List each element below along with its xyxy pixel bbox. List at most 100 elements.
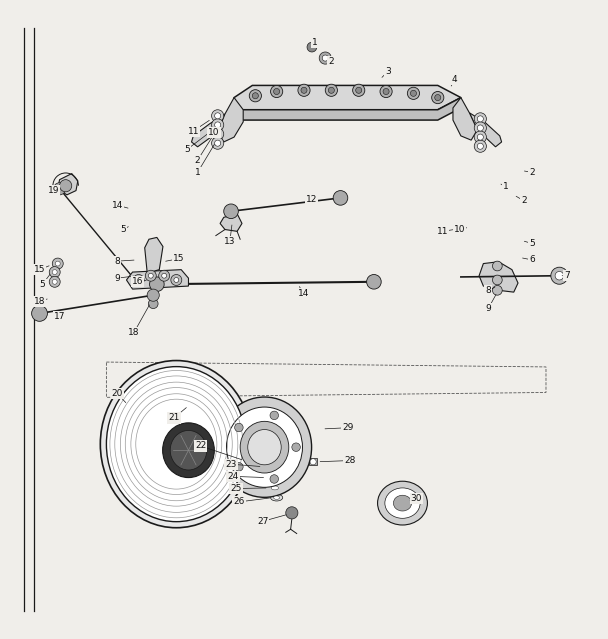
Text: 10: 10 <box>209 128 219 137</box>
Circle shape <box>54 183 66 195</box>
Text: 16: 16 <box>132 277 143 286</box>
Polygon shape <box>145 238 163 272</box>
Ellipse shape <box>393 495 412 511</box>
Polygon shape <box>479 262 518 292</box>
Circle shape <box>555 272 564 280</box>
Ellipse shape <box>240 421 289 473</box>
Text: 19: 19 <box>48 186 59 195</box>
Circle shape <box>322 55 328 61</box>
Circle shape <box>367 275 381 289</box>
Ellipse shape <box>378 481 427 525</box>
Ellipse shape <box>243 457 258 464</box>
Text: 10: 10 <box>454 225 465 234</box>
Text: 26: 26 <box>233 497 244 506</box>
Circle shape <box>270 411 278 420</box>
Circle shape <box>477 116 483 122</box>
Text: 30: 30 <box>411 495 422 504</box>
Circle shape <box>32 305 47 321</box>
Ellipse shape <box>385 488 420 518</box>
Text: 6: 6 <box>529 256 535 265</box>
Text: 12: 12 <box>306 195 317 204</box>
Text: 15: 15 <box>173 254 184 263</box>
Ellipse shape <box>264 464 274 470</box>
Circle shape <box>60 180 72 192</box>
Circle shape <box>474 140 486 152</box>
Text: 11: 11 <box>188 127 199 135</box>
Circle shape <box>328 88 334 93</box>
Text: 1: 1 <box>312 38 318 47</box>
Text: 24: 24 <box>227 472 238 481</box>
Ellipse shape <box>271 495 283 501</box>
Polygon shape <box>126 270 188 289</box>
Ellipse shape <box>218 397 311 497</box>
Text: 4: 4 <box>452 75 458 84</box>
Circle shape <box>212 137 224 150</box>
Text: 3: 3 <box>385 67 391 76</box>
Circle shape <box>212 110 224 122</box>
Circle shape <box>492 286 502 295</box>
Polygon shape <box>309 458 317 465</box>
Circle shape <box>133 275 144 286</box>
Circle shape <box>477 134 483 140</box>
Circle shape <box>49 266 60 277</box>
Text: 5: 5 <box>40 280 46 289</box>
Circle shape <box>145 270 156 281</box>
Circle shape <box>492 275 502 285</box>
Circle shape <box>235 463 243 471</box>
Polygon shape <box>58 174 78 195</box>
Text: 2: 2 <box>328 57 334 66</box>
Circle shape <box>407 88 420 100</box>
Text: 8: 8 <box>114 257 120 266</box>
Ellipse shape <box>100 360 252 528</box>
Circle shape <box>171 275 182 286</box>
Circle shape <box>159 270 170 281</box>
Circle shape <box>286 507 298 519</box>
Text: 1: 1 <box>503 183 509 192</box>
Ellipse shape <box>170 431 207 470</box>
Circle shape <box>432 91 444 104</box>
Text: 11: 11 <box>437 227 448 236</box>
Circle shape <box>224 204 238 219</box>
Circle shape <box>136 277 141 282</box>
Ellipse shape <box>226 407 303 488</box>
Circle shape <box>333 190 348 205</box>
Text: 2: 2 <box>521 196 527 206</box>
Circle shape <box>252 93 258 99</box>
Text: 8: 8 <box>485 286 491 295</box>
Text: 7: 7 <box>564 271 570 281</box>
Polygon shape <box>469 112 502 147</box>
Polygon shape <box>234 98 461 120</box>
Circle shape <box>249 89 261 102</box>
Circle shape <box>356 88 362 93</box>
Circle shape <box>301 88 307 93</box>
Text: 13: 13 <box>224 237 235 246</box>
Circle shape <box>174 277 179 282</box>
Text: 2: 2 <box>195 156 201 165</box>
Text: 22: 22 <box>195 442 206 450</box>
Text: 18: 18 <box>128 328 139 337</box>
Circle shape <box>435 95 441 100</box>
Circle shape <box>477 125 483 131</box>
Text: 9: 9 <box>485 304 491 313</box>
Circle shape <box>477 143 483 150</box>
Polygon shape <box>234 86 461 110</box>
Circle shape <box>474 131 486 143</box>
Text: 15: 15 <box>34 265 45 274</box>
Text: 1: 1 <box>195 168 201 177</box>
Circle shape <box>52 279 57 284</box>
Ellipse shape <box>268 475 277 480</box>
Circle shape <box>474 122 486 134</box>
Circle shape <box>148 299 158 309</box>
Text: 29: 29 <box>342 423 353 432</box>
Text: 25: 25 <box>230 484 241 493</box>
Circle shape <box>298 84 310 96</box>
Ellipse shape <box>238 454 263 466</box>
Text: 2: 2 <box>529 168 535 177</box>
Circle shape <box>49 276 60 288</box>
Circle shape <box>474 112 486 125</box>
Circle shape <box>383 88 389 95</box>
Circle shape <box>215 112 221 119</box>
Circle shape <box>551 267 568 284</box>
Circle shape <box>319 52 331 64</box>
Circle shape <box>310 459 316 465</box>
